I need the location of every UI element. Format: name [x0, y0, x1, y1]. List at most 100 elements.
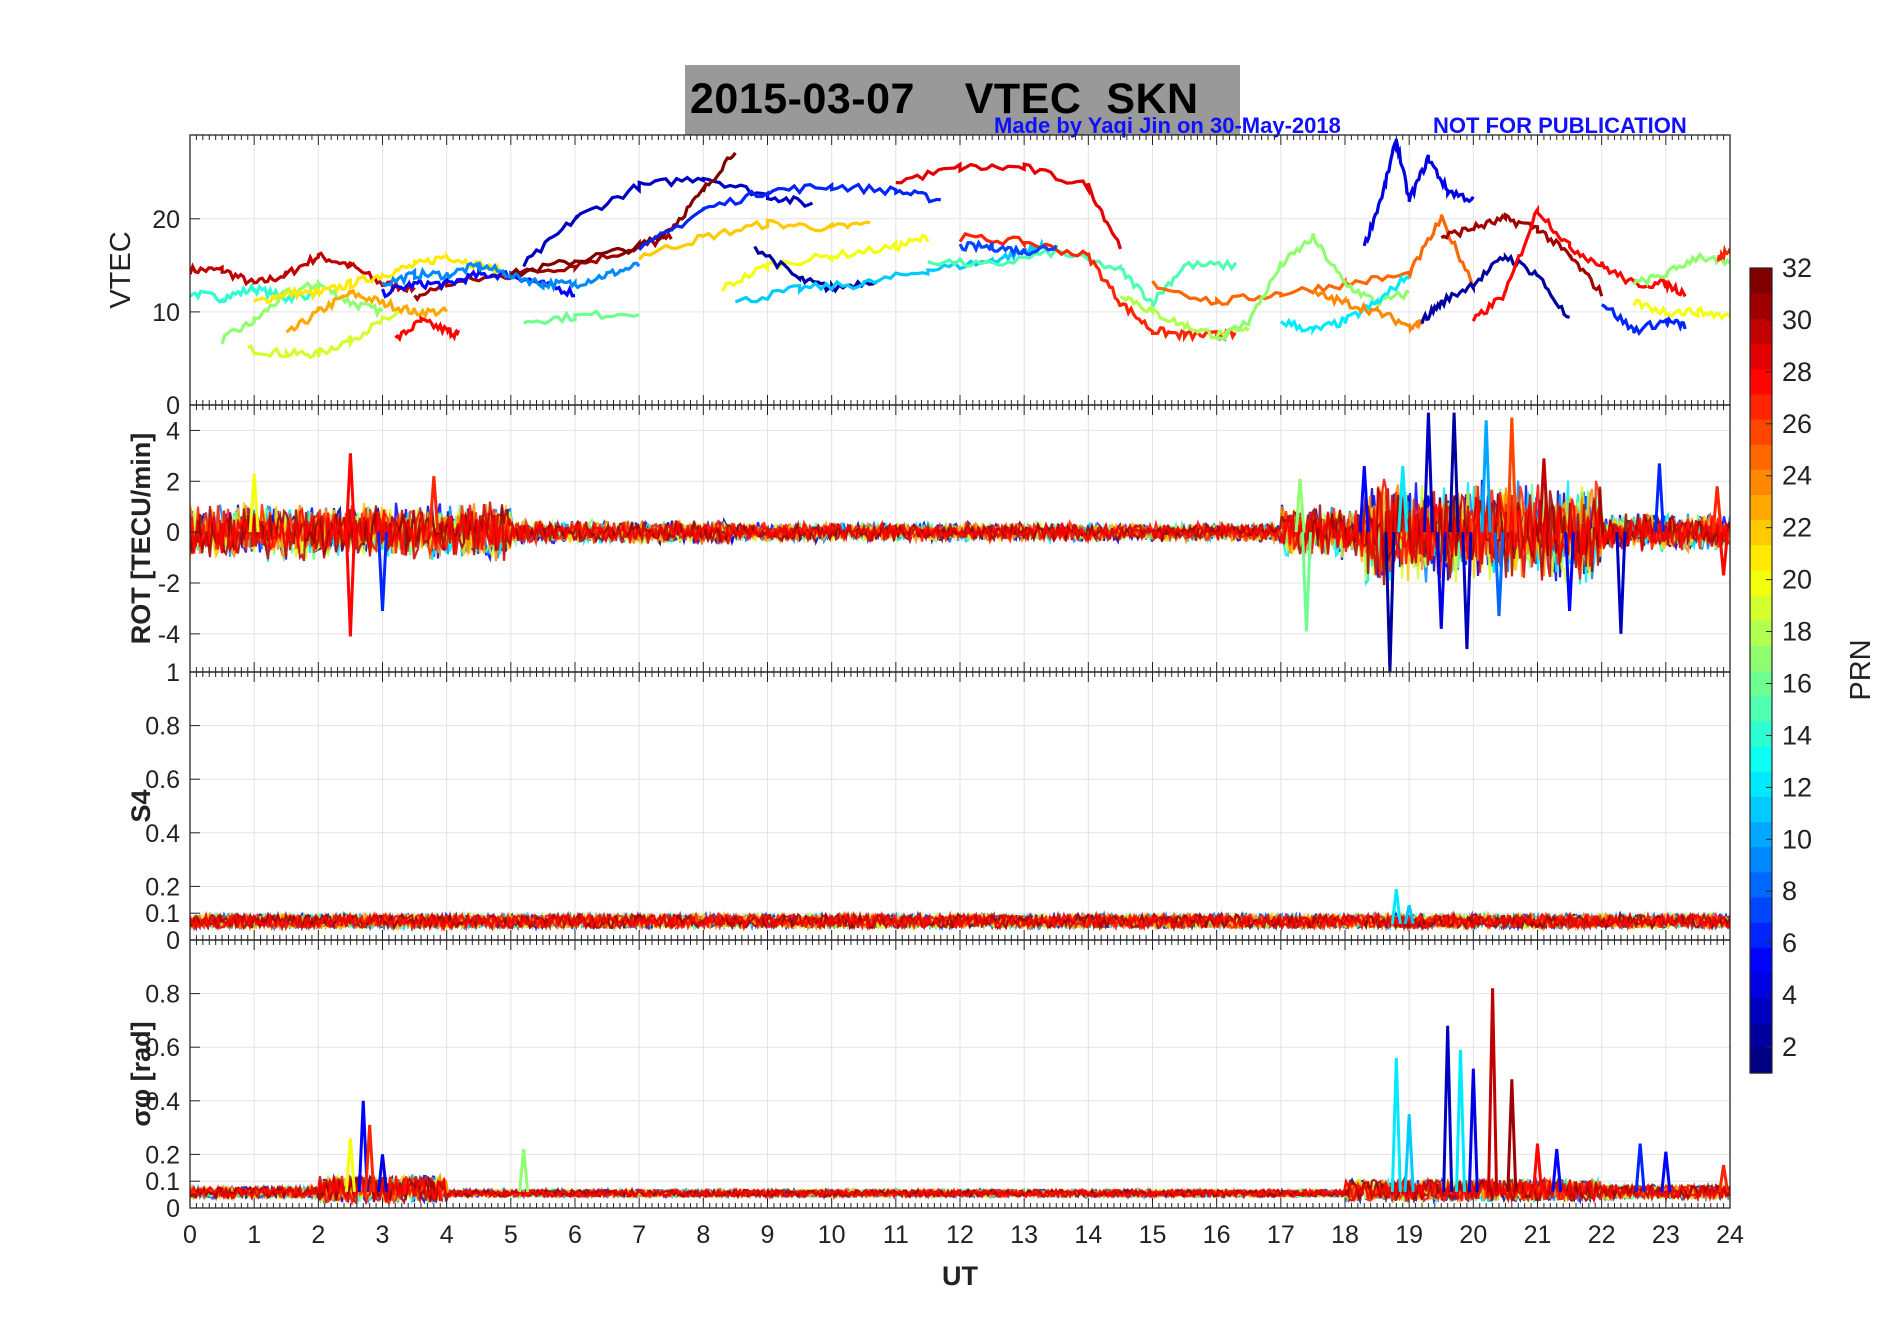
- colorbar-swatch: [1750, 972, 1772, 999]
- spike-mark: [377, 1154, 388, 1193]
- series-line: [1215, 232, 1410, 341]
- spike-mark: [1397, 465, 1409, 533]
- colorbar-swatch: [1750, 268, 1772, 294]
- spike-mark: [1615, 532, 1627, 634]
- y-axis-label: VTEC: [105, 231, 137, 308]
- spike-mark: [248, 473, 260, 533]
- series-line: [247, 308, 403, 360]
- colorbar-tick-label: 8: [1782, 876, 1797, 906]
- colorbar-tick-label: 4: [1782, 980, 1797, 1010]
- colorbar-swatch: [1750, 519, 1772, 546]
- y-tick-label: 0.6: [145, 1034, 180, 1062]
- series-line: [1632, 252, 1730, 288]
- series-line: [522, 175, 814, 268]
- spike-mark: [1660, 1151, 1672, 1193]
- series-line: [220, 278, 384, 345]
- x-tick-label: 7: [632, 1221, 646, 1249]
- series-line: [380, 266, 576, 299]
- panel-3: 00.10.2 0.4 0.6 0.8 1 S4: [126, 659, 1731, 955]
- colorbar-swatch: [1750, 695, 1772, 722]
- x-tick-label: 6: [568, 1221, 582, 1249]
- x-tick-label: 12: [946, 1221, 974, 1249]
- colorbar-tick-label: 30: [1782, 305, 1812, 335]
- data-layer: [190, 138, 1730, 360]
- series-line: [1632, 298, 1730, 322]
- y-axis-label: ROT [TECU/min]: [126, 433, 156, 644]
- spike-mark: [1653, 463, 1665, 533]
- series-line: [1151, 214, 1475, 306]
- y-tick-label: 10: [152, 299, 180, 327]
- spike-mark: [364, 1124, 376, 1193]
- y-tick-label: -4: [158, 621, 180, 649]
- colorbar-tick-label: 24: [1782, 461, 1812, 491]
- y-axis-label: S4: [126, 789, 156, 822]
- colorbar-swatch: [1750, 871, 1772, 898]
- y-tick-label: 0: [166, 392, 180, 420]
- spike-mark: [1506, 417, 1518, 533]
- spike-mark: [344, 532, 356, 637]
- colorbar-tick-label: 10: [1782, 824, 1812, 854]
- colorbar-swatch: [1750, 418, 1772, 445]
- colorbar-swatch: [1750, 947, 1772, 973]
- colorbar-frame: [1749, 267, 1773, 1074]
- x-tick-label: 9: [761, 1221, 775, 1249]
- colorbar-swatch: [1750, 846, 1772, 873]
- x-tick-label: 1: [247, 1221, 261, 1249]
- panel-4: 00.10.20.40.60.8σφ [rad]0 1 2 3 4 5 6 7 8 9 10 11 12…: [126, 939, 1744, 1291]
- colorbar-swatch: [1750, 444, 1772, 470]
- spike-mark: [357, 1100, 369, 1192]
- spike-mark: [1422, 412, 1434, 533]
- colorbar-swatch: [1750, 1047, 1772, 1074]
- series-line: [509, 151, 737, 278]
- colorbar-tick-label: 28: [1782, 357, 1812, 387]
- y-tick-label: 4: [166, 417, 180, 445]
- spike-mark: [428, 476, 440, 533]
- y-tick-label: 2: [166, 468, 180, 496]
- spike-mark: [1538, 458, 1550, 533]
- spike-mark: [1711, 486, 1723, 533]
- colorbar-swatch: [1750, 771, 1772, 797]
- series-line: [190, 478, 1730, 580]
- x-tick-label: 2: [311, 1221, 325, 1249]
- colorbar-swatch: [1750, 745, 1772, 772]
- series-line: [1471, 204, 1687, 322]
- x-tick-label: 10: [818, 1221, 846, 1249]
- y-tick-label: 0.2: [145, 873, 180, 901]
- x-tick-label: 20: [1459, 1221, 1487, 1249]
- series-line: [1362, 138, 1475, 247]
- colorbar-swatch: [1750, 393, 1772, 420]
- spike-mark: [1301, 532, 1312, 632]
- colorbar-swatch: [1750, 494, 1772, 521]
- colorbar-swatch: [1750, 318, 1772, 345]
- colorbar-tick-label: 2: [1782, 1032, 1797, 1062]
- spike-mark: [1448, 412, 1460, 533]
- series-line: [1279, 274, 1410, 336]
- spike-mark: [1506, 1079, 1518, 1192]
- x-tick-label: 3: [376, 1221, 390, 1249]
- series-line: [958, 239, 1058, 258]
- colorbar-tick-label: 22: [1782, 513, 1812, 543]
- spike-mark: [344, 1138, 356, 1193]
- data-layer: [190, 888, 1730, 933]
- y-tick-label: 0: [166, 519, 180, 547]
- spike-mark: [1390, 888, 1402, 925]
- x-tick-label: 11: [883, 1221, 909, 1249]
- x-tick-label: 13: [1010, 1221, 1038, 1249]
- x-tick-label: 15: [1139, 1221, 1167, 1249]
- y-tick-label: 0.8: [145, 981, 180, 1009]
- y-axis-label: σφ [rad]: [126, 1021, 156, 1126]
- colorbar-swatch: [1750, 821, 1772, 848]
- x-axis-label: UT: [942, 1261, 978, 1291]
- notice-text: NOT FOR PUBLICATION: [1433, 113, 1687, 138]
- x-tick-label: 21: [1524, 1221, 1552, 1249]
- x-tick-label: 19: [1395, 1221, 1423, 1249]
- credit-text: Made by Yaqi Jin on 30-May-2018: [994, 113, 1341, 138]
- colorbar-swatch: [1750, 595, 1772, 621]
- colorbar-swatch: [1750, 469, 1772, 496]
- spike-mark: [1294, 478, 1306, 533]
- spike-mark: [1403, 904, 1415, 925]
- x-tick-label: 8: [696, 1221, 710, 1249]
- colorbar-swatch: [1750, 922, 1772, 948]
- series-line: [1420, 251, 1570, 324]
